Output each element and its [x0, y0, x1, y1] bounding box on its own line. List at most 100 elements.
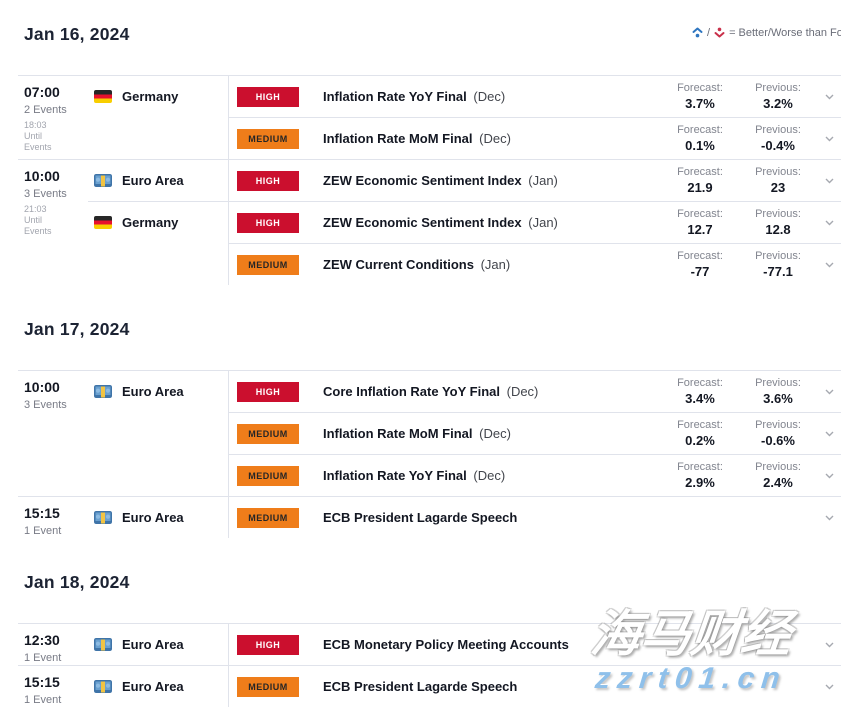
event-row[interactable]: MEDIUM Inflation Rate MoM Final (Dec) Fo…: [229, 412, 841, 454]
event-title: Inflation Rate YoY Final (Dec): [323, 468, 506, 483]
importance-badge: MEDIUM: [237, 507, 299, 528]
event-title: ZEW Economic Sentiment Index (Jan): [323, 215, 558, 230]
date-heading: Jan 16, 2024: [24, 24, 130, 44]
country-name: Germany: [122, 215, 179, 230]
expand-chevron-icon[interactable]: [817, 389, 841, 395]
forecast-cell: Forecast: -77: [677, 250, 723, 279]
event-row[interactable]: MEDIUM Inflation Rate MoM Final (Dec) Fo…: [229, 117, 841, 159]
legend: / = Better/Worse than Forecast: [691, 26, 841, 39]
legend-text: = Better/Worse than Forecast: [729, 26, 841, 39]
previous-cell: Previous: -77.1: [755, 250, 801, 279]
previous-cell: Previous: 3.2%: [755, 82, 801, 111]
event-title: ECB President Lagarde Speech: [323, 679, 518, 694]
day-section: Jan 18, 2024 12:30 1 Event Euro Area: [0, 572, 841, 707]
country-cell: Euro Area: [88, 666, 228, 707]
euro-area-flag-icon: [94, 385, 112, 398]
time-label: 12:30: [24, 632, 60, 648]
importance-badge: HIGH: [237, 634, 299, 655]
expand-chevron-icon[interactable]: [817, 178, 841, 184]
event-row[interactable]: MEDIUM ZEW Current Conditions (Jan) Fore…: [229, 243, 841, 285]
forecast-cell: Forecast: 2.9%: [677, 461, 723, 490]
country-row: Euro Area HIGH ZEW Economic Sentiment In…: [88, 160, 841, 201]
country-cell: Germany: [88, 202, 228, 243]
country-name: Euro Area: [122, 384, 184, 399]
events-count: 1 Event: [24, 525, 62, 537]
time-group: 10:00 3 Events 21:03 Until Events: [18, 159, 841, 285]
previous-cell: Previous: -0.6%: [755, 419, 801, 448]
time-label: 10:00: [24, 168, 60, 184]
events-count: 2 Events: [24, 104, 67, 116]
country-row: Euro Area MEDIUM ECB President Lagarde S…: [88, 497, 841, 538]
time-cell: 10:00 3 Events 21:03 Until Events: [18, 160, 88, 285]
time-label: 07:00: [24, 84, 60, 100]
country-row: Euro Area HIGH ECB Monetary Policy Meeti…: [88, 624, 841, 665]
event-row[interactable]: HIGH ECB Monetary Policy Meeting Account…: [229, 624, 841, 665]
time-label: 15:15: [24, 505, 60, 521]
legend-separator: /: [707, 26, 711, 39]
worse-than-forecast-icon: [713, 26, 726, 39]
country-cell: Euro Area: [88, 371, 228, 412]
country-cell: Euro Area: [88, 497, 228, 538]
events-count: 1 Event: [24, 652, 62, 664]
expand-chevron-icon[interactable]: [817, 262, 841, 268]
expand-chevron-icon[interactable]: [817, 473, 841, 479]
time-group: 15:15 1 Event Euro Area MEDIUM: [18, 496, 841, 538]
time-cell: 10:00 3 Events: [18, 371, 88, 496]
time-label: 15:15: [24, 674, 60, 690]
expand-chevron-icon[interactable]: [817, 684, 841, 690]
importance-badge: MEDIUM: [237, 423, 299, 444]
date-heading: Jan 18, 2024: [24, 572, 130, 592]
importance-badge: MEDIUM: [237, 676, 299, 697]
countdown: 18:03 Until Events: [24, 120, 52, 152]
expand-chevron-icon[interactable]: [817, 136, 841, 142]
event-row[interactable]: HIGH ZEW Economic Sentiment Index (Jan) …: [229, 202, 841, 243]
time-cell: 15:15 1 Event: [18, 666, 88, 707]
countdown: 21:03 Until Events: [24, 204, 52, 236]
country-name: Euro Area: [122, 679, 184, 694]
event-title: ECB President Lagarde Speech: [323, 510, 518, 525]
events-count: 3 Events: [24, 188, 67, 200]
previous-cell: Previous: 12.8: [755, 208, 801, 237]
importance-badge: HIGH: [237, 212, 299, 233]
time-group: 07:00 2 Events 18:03 Until Events German…: [18, 76, 841, 159]
day-table: 07:00 2 Events 18:03 Until Events German…: [18, 75, 841, 285]
country-cell: Euro Area: [88, 624, 228, 665]
country-name: Euro Area: [122, 637, 184, 652]
country-row: Germany HIGH ZEW Economic Sentiment Inde…: [88, 201, 841, 285]
time-label: 10:00: [24, 379, 60, 395]
expand-chevron-icon[interactable]: [817, 94, 841, 100]
time-group: 12:30 1 Event Euro Area HIGH: [18, 624, 841, 665]
event-row[interactable]: MEDIUM ECB President Lagarde Speech: [229, 666, 841, 707]
time-cell: 12:30 1 Event: [18, 624, 88, 665]
expand-chevron-icon[interactable]: [817, 642, 841, 648]
event-row[interactable]: MEDIUM Inflation Rate YoY Final (Dec) Fo…: [229, 454, 841, 496]
country-row: Euro Area HIGH Core Inflation Rate YoY F…: [88, 371, 841, 496]
germany-flag-icon: [94, 90, 112, 103]
event-title: Inflation Rate MoM Final (Dec): [323, 131, 511, 146]
forecast-cell: Forecast: 21.9: [677, 166, 723, 195]
expand-chevron-icon[interactable]: [817, 220, 841, 226]
euro-area-flag-icon: [94, 638, 112, 651]
country-row: Euro Area MEDIUM ECB President Lagarde S…: [88, 666, 841, 707]
forecast-cell: Forecast: 3.4%: [677, 377, 723, 406]
country-name: Germany: [122, 89, 179, 104]
importance-badge: HIGH: [237, 170, 299, 191]
event-row[interactable]: HIGH ZEW Economic Sentiment Index (Jan) …: [229, 160, 841, 201]
better-than-forecast-icon: [691, 26, 704, 39]
country-cell: Euro Area: [88, 160, 228, 201]
time-cell: 15:15 1 Event: [18, 497, 88, 538]
day-table: 10:00 3 Events Euro Area HIGH: [18, 370, 841, 538]
event-row[interactable]: HIGH Inflation Rate YoY Final (Dec) Fore…: [229, 76, 841, 117]
event-title: Inflation Rate YoY Final (Dec): [323, 89, 506, 104]
event-row[interactable]: HIGH Core Inflation Rate YoY Final (Dec)…: [229, 371, 841, 412]
event-title: ECB Monetary Policy Meeting Accounts: [323, 637, 569, 652]
importance-badge: MEDIUM: [237, 254, 299, 275]
event-row[interactable]: MEDIUM ECB President Lagarde Speech: [229, 497, 841, 538]
expand-chevron-icon[interactable]: [817, 431, 841, 437]
importance-badge: HIGH: [237, 86, 299, 107]
euro-area-flag-icon: [94, 511, 112, 524]
expand-chevron-icon[interactable]: [817, 515, 841, 521]
previous-cell: Previous: 23: [755, 166, 801, 195]
forecast-cell: Forecast: 0.1%: [677, 124, 723, 153]
